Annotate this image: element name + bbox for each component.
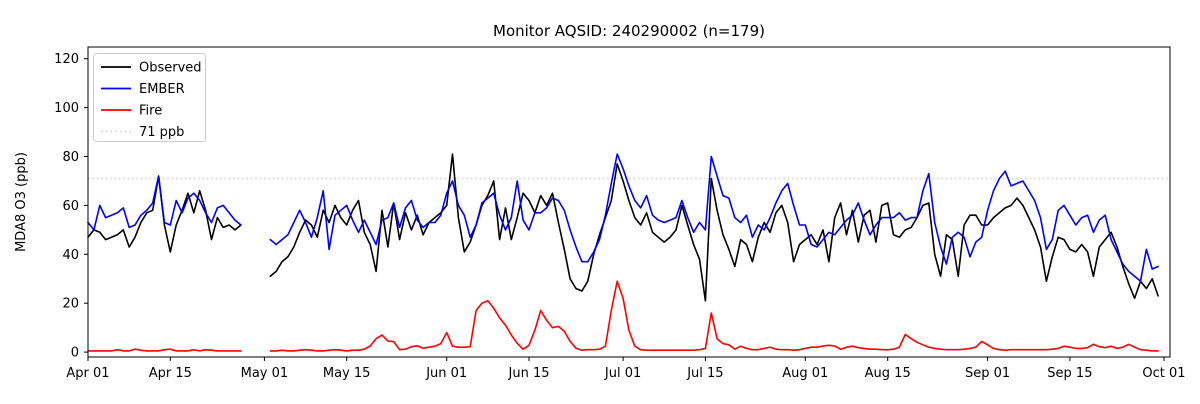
- plot-border: [87, 46, 1171, 358]
- x-tick-label: Apr 01: [66, 366, 109, 381]
- chart-title: Monitor AQSID: 240290002 (n=179): [493, 22, 765, 40]
- observed-series-line: [87, 153, 1159, 302]
- y-tick-label: 20: [62, 297, 79, 312]
- x-tick-label: Sep 01: [965, 366, 1010, 381]
- legend-label-ember: EMBER: [139, 82, 185, 97]
- x-tick-label: Jul 01: [604, 366, 641, 381]
- legend-box: [93, 53, 206, 142]
- y-tick-label: 0: [71, 346, 79, 361]
- y-tick-label: 60: [62, 199, 79, 214]
- x-tick-label: May 15: [323, 366, 371, 381]
- x-tick-label: Apr 15: [149, 366, 192, 381]
- legend-label-threshold: 71 ppb: [139, 125, 184, 140]
- fire-series-line: [87, 280, 1159, 352]
- legend-label-fire: Fire: [139, 104, 162, 119]
- ember-series-line: [87, 153, 1159, 282]
- y-tick-label: 40: [62, 248, 79, 263]
- x-tick-label: Aug 15: [865, 366, 911, 381]
- x-tick-label: Aug 01: [782, 366, 828, 381]
- y-tick-label: 100: [54, 101, 79, 116]
- ticks-layer: Apr 01 Apr 15 May 01 May 15 Jun 01 Jun 15 Jul …: [54, 52, 1185, 381]
- x-tick-label: Jun 01: [425, 366, 467, 381]
- series-layer: [87, 153, 1159, 352]
- x-tick-label: Oct 01: [1142, 366, 1185, 381]
- y-axis-label: MDA8 O3 (ppb): [14, 152, 29, 252]
- x-tick-label: Sep 15: [1047, 366, 1092, 381]
- x-tick-label: Jul 15: [686, 366, 723, 381]
- y-tick-label: 80: [62, 150, 79, 165]
- legend-label-observed: Observed: [139, 61, 202, 76]
- x-tick-label: May 01: [241, 366, 289, 381]
- x-tick-label: Jun 15: [508, 366, 550, 381]
- legend: Observed EMBER Fire 71 ppb: [93, 53, 206, 142]
- y-tick-label: 120: [54, 52, 79, 67]
